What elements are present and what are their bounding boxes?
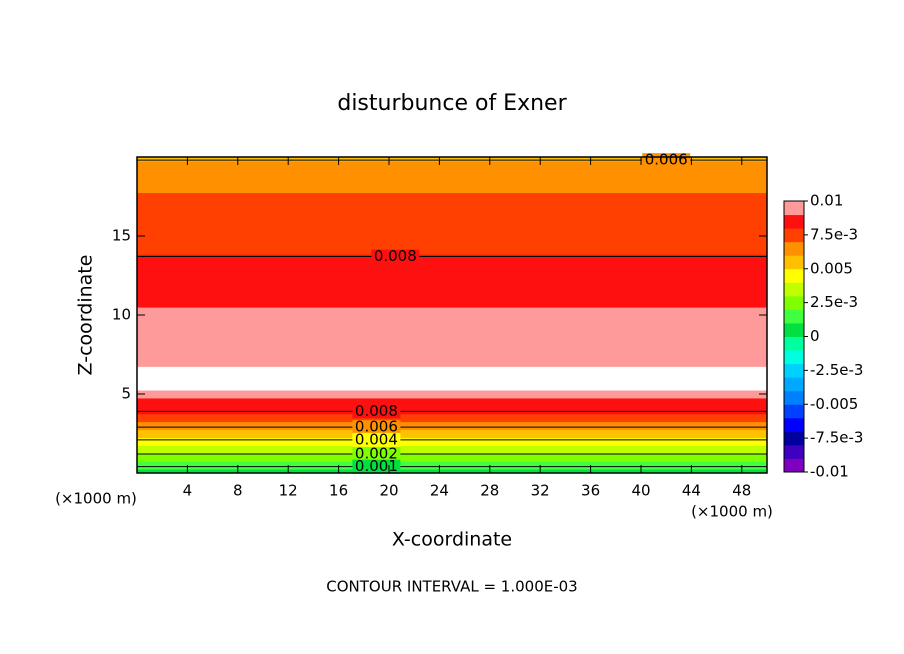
y-axis-label: Z-coordinate bbox=[75, 255, 97, 376]
colorbar-swatch bbox=[784, 404, 804, 419]
colorbar-swatch bbox=[784, 363, 804, 378]
x-tick-label: 20 bbox=[379, 482, 398, 500]
y-tick-label: 10 bbox=[112, 306, 131, 324]
field-cell bbox=[137, 200, 767, 213]
field-cell bbox=[137, 358, 767, 367]
contour-label-bg bbox=[352, 404, 401, 419]
field-cell bbox=[137, 469, 767, 474]
contour-label: 0.001 bbox=[355, 457, 398, 475]
field-cell bbox=[137, 291, 767, 308]
colorbar-tick-label: -0.005 bbox=[810, 395, 858, 413]
colorbar-tick-label: 0.005 bbox=[810, 259, 853, 277]
chart-title: disturbunce of Exner bbox=[337, 91, 567, 116]
contour-label: 0.004 bbox=[355, 430, 398, 448]
field-cell bbox=[137, 366, 767, 375]
contour-label-bg bbox=[352, 420, 401, 435]
x-unit-label: (×1000 m) bbox=[55, 490, 137, 508]
x-tick-label: 4 bbox=[183, 482, 193, 500]
colorbar-swatch bbox=[784, 214, 804, 229]
field-cell bbox=[137, 397, 767, 407]
colorbar-swatch bbox=[784, 444, 804, 459]
field-cell bbox=[137, 160, 767, 170]
colorbar-swatch bbox=[784, 322, 804, 337]
colorbar-tick-label: -2.5e-3 bbox=[810, 361, 863, 379]
x-tick-label: 48 bbox=[732, 482, 751, 500]
colorbar-swatch bbox=[784, 228, 804, 243]
field-cell bbox=[137, 350, 767, 359]
x-tick-label: 32 bbox=[531, 482, 550, 500]
field-cell bbox=[137, 445, 767, 454]
field-cell bbox=[137, 374, 767, 383]
field-cell bbox=[137, 429, 767, 438]
field-cell bbox=[137, 421, 767, 431]
field-cell bbox=[137, 322, 767, 340]
y-unit-label: (×1000 m) bbox=[691, 503, 773, 521]
x-tick-label: 24 bbox=[430, 482, 449, 500]
x-tick-label: 36 bbox=[581, 482, 600, 500]
contour-label-bg bbox=[352, 432, 401, 447]
colorbar-swatch bbox=[784, 268, 804, 283]
colorbar-tick-label: 7.5e-3 bbox=[810, 225, 858, 243]
contour-label-bg bbox=[352, 447, 401, 462]
x-tick-label: 40 bbox=[631, 482, 650, 500]
field-cell bbox=[137, 437, 767, 446]
contour-label: 0.008 bbox=[355, 402, 398, 420]
contour-label-bg bbox=[352, 459, 401, 474]
contour-label: 0.006 bbox=[355, 418, 398, 436]
x-tick-label: 28 bbox=[480, 482, 499, 500]
colorbar-tick-label: 2.5e-3 bbox=[810, 293, 858, 311]
field-cell bbox=[137, 228, 767, 245]
field-cell bbox=[137, 254, 767, 263]
field-cell bbox=[137, 192, 767, 201]
colorbar-swatch bbox=[784, 350, 804, 365]
colorbar-swatch bbox=[784, 309, 804, 324]
field-cell bbox=[137, 453, 767, 462]
contour-label: 0.002 bbox=[355, 445, 398, 463]
contour-label: 0.008 bbox=[374, 247, 417, 265]
contour-label: 0.006 bbox=[645, 151, 688, 169]
x-tick-label: 8 bbox=[233, 482, 243, 500]
colorbar-swatch bbox=[784, 458, 804, 473]
field-cell bbox=[137, 338, 767, 352]
field-cell bbox=[137, 307, 767, 324]
colorbar-tick-label: 0 bbox=[810, 327, 820, 345]
contour-label-bg bbox=[371, 249, 420, 264]
field-cell bbox=[137, 212, 767, 229]
colorbar-swatch bbox=[784, 390, 804, 405]
colorbar-tick-label: -7.5e-3 bbox=[810, 429, 863, 447]
colorbar-swatch bbox=[784, 241, 804, 256]
colorbar-tick-label: -0.01 bbox=[810, 463, 849, 481]
field-cell bbox=[137, 243, 767, 255]
field-cell bbox=[137, 413, 767, 423]
field-cell bbox=[137, 461, 767, 470]
colorbar-swatch bbox=[784, 336, 804, 351]
colorbar-swatch bbox=[784, 377, 804, 392]
colorbar-swatch bbox=[784, 201, 804, 216]
colorbar-swatch bbox=[784, 255, 804, 270]
colorbar-swatch bbox=[784, 295, 804, 310]
x-tick-label: 44 bbox=[682, 482, 701, 500]
colorbar-tick-label: 0.01 bbox=[810, 192, 843, 210]
x-axis-label: X-coordinate bbox=[392, 529, 512, 551]
colorbar-swatch bbox=[784, 282, 804, 297]
field-cell bbox=[137, 180, 767, 194]
footer-note: CONTOUR INTERVAL = 1.000E-03 bbox=[326, 578, 577, 596]
colorbar-swatch bbox=[784, 417, 804, 432]
field bbox=[137, 157, 767, 474]
y-tick-label: 5 bbox=[121, 385, 131, 403]
x-tick-label: 12 bbox=[279, 482, 298, 500]
field-cell bbox=[137, 405, 767, 415]
field-cell bbox=[137, 390, 767, 399]
field-cell bbox=[137, 157, 767, 162]
field-cell bbox=[137, 262, 767, 276]
y-tick-label: 15 bbox=[112, 227, 131, 245]
field-cell bbox=[137, 168, 767, 182]
field-cell bbox=[137, 382, 767, 391]
x-tick-label: 16 bbox=[329, 482, 348, 500]
field-cell bbox=[137, 275, 767, 292]
colorbar-swatch bbox=[784, 431, 804, 446]
